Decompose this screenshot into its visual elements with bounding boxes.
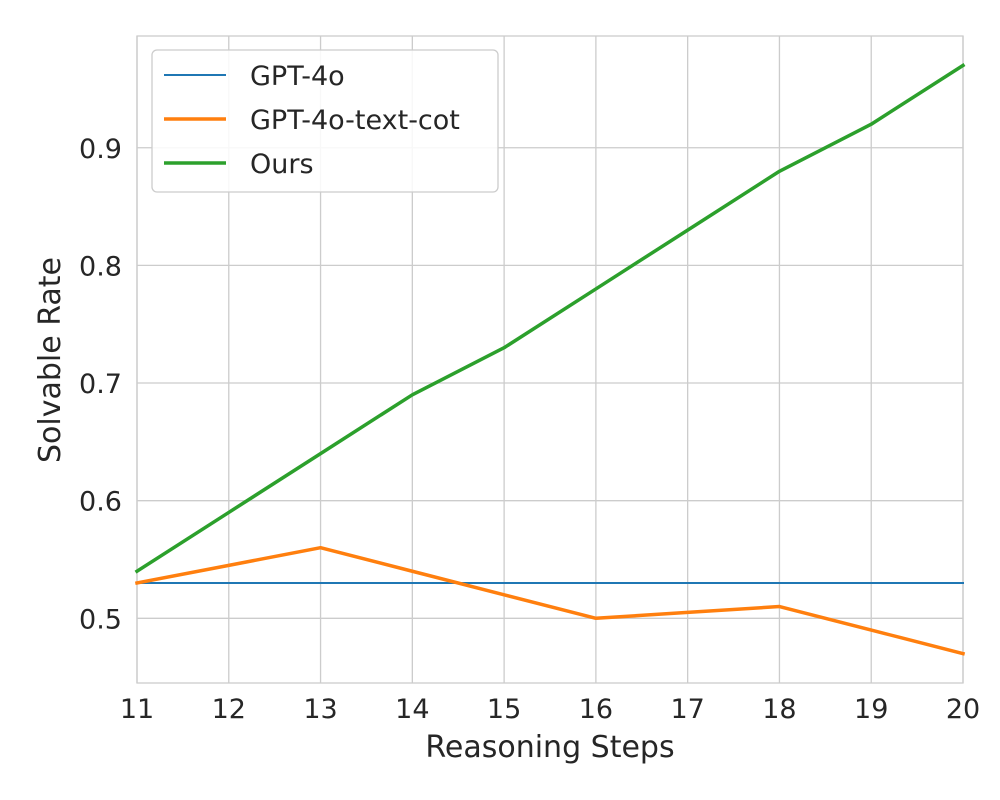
grid-lines	[136, 36, 964, 683]
x-tick-label: 19	[854, 694, 888, 725]
x-tick-label: 16	[579, 694, 613, 725]
x-tick-label: 17	[670, 694, 704, 725]
legend-box	[151, 49, 499, 193]
x-axis-label: Reasoning Steps	[425, 730, 674, 765]
x-tick-label: 12	[212, 694, 246, 725]
legend-items: GPT-4o GPT-4o-text-cot Ours	[164, 61, 460, 180]
plot-area-frame	[136, 35, 964, 684]
legend-label: GPT-4o-text-cot	[250, 105, 460, 136]
legend-label: Ours	[250, 149, 314, 180]
y-tick-label: 0.9	[79, 134, 122, 165]
x-tick-label: 14	[395, 694, 429, 725]
x-tick-label: 11	[120, 694, 154, 725]
series-line-ours	[134, 62, 966, 574]
x-tick-label: 18	[762, 694, 796, 725]
x-tick-label: 15	[487, 694, 521, 725]
y-tick-labels: 0.5 0.6 0.7 0.8 0.9	[79, 134, 122, 636]
y-tick-label: 0.8	[79, 251, 122, 282]
x-tick-label: 13	[303, 694, 337, 725]
legend-label: GPT-4o	[250, 61, 345, 92]
y-tick-label: 0.5	[79, 604, 122, 635]
x-tick-label: 20	[946, 694, 980, 725]
y-tick-label: 0.7	[79, 369, 122, 400]
x-tick-labels: 11 12 13 14 15 16 17 18 19 20	[120, 694, 980, 725]
y-tick-label: 0.6	[79, 487, 122, 518]
legend: GPT-4o GPT-4o-text-cot Ours	[151, 49, 499, 193]
series-lines	[134, 62, 966, 656]
y-axis-label: Solvable Rate	[33, 257, 68, 463]
series-line-gpt-4o-text-cot	[134, 545, 966, 656]
